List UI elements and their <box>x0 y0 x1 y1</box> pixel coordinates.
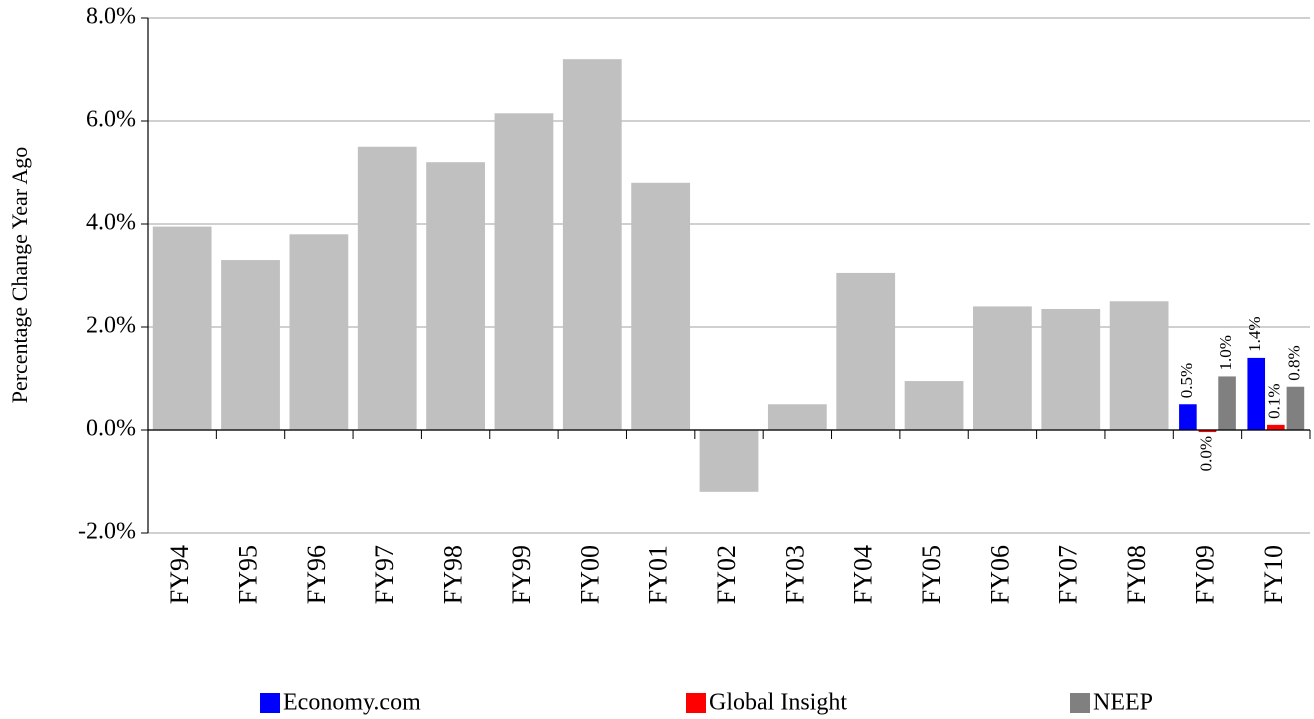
bar <box>562 59 622 430</box>
bar <box>836 272 896 430</box>
bar <box>1247 357 1266 430</box>
legend-swatch <box>1070 693 1090 713</box>
x-tick-label: FY94 <box>165 545 194 604</box>
x-tick-label: FY07 <box>1054 545 1083 604</box>
bar <box>1286 386 1305 430</box>
x-tick-label: FY08 <box>1122 545 1151 604</box>
bar <box>426 162 485 430</box>
bar <box>1041 308 1101 430</box>
x-tick-label: FY01 <box>644 545 673 604</box>
value-label: 0.0% <box>1196 436 1215 471</box>
y-axis-label: Percentage Change Year Ago <box>7 147 32 404</box>
bar <box>152 226 212 430</box>
x-tick-label: FY02 <box>712 545 741 604</box>
bar <box>289 234 349 430</box>
legend-swatch <box>260 693 280 713</box>
value-label: 1.4% <box>1245 316 1264 351</box>
y-tick-label: 6.0% <box>86 107 136 133</box>
bar <box>1179 404 1197 430</box>
y-tick-label: -2.0% <box>78 519 136 545</box>
x-tick-label: FY04 <box>849 545 878 604</box>
value-label: 0.8% <box>1284 345 1303 380</box>
legend-label: NEEP <box>1093 690 1153 716</box>
value-label: 0.5% <box>1177 363 1196 398</box>
y-tick-label: 4.0% <box>86 210 136 236</box>
bar <box>221 260 280 430</box>
x-tick-label: FY03 <box>780 545 809 604</box>
x-tick-label: FY98 <box>439 545 468 604</box>
bar <box>1109 301 1169 430</box>
bar <box>767 404 827 430</box>
bar <box>904 381 964 430</box>
x-tick-label: FY97 <box>370 545 399 604</box>
value-label: 1.0% <box>1216 335 1235 370</box>
bar <box>1218 376 1236 430</box>
x-tick-label: FY95 <box>233 545 262 604</box>
x-tick-label: FY99 <box>507 545 536 604</box>
x-tick-label: FY09 <box>1190 545 1219 604</box>
y-tick-label: 8.0% <box>86 4 136 30</box>
x-tick-label: FY96 <box>302 545 331 604</box>
x-tick-label: FY00 <box>575 545 604 604</box>
bar <box>357 146 417 430</box>
x-tick-label: FY06 <box>985 545 1014 604</box>
x-tick-label: FY05 <box>917 545 946 604</box>
value-label: 0.1% <box>1265 383 1284 418</box>
bar <box>973 306 1032 430</box>
bar <box>1198 430 1217 433</box>
legend-swatch <box>686 693 706 713</box>
y-tick-label: 0.0% <box>86 416 136 442</box>
y-tick-label: 2.0% <box>86 313 136 339</box>
legend-label: Global Insight <box>709 690 847 716</box>
legend-label: Economy.com <box>283 690 421 716</box>
bar <box>494 113 554 431</box>
x-tick-label: FY10 <box>1259 545 1288 604</box>
bar <box>631 182 691 430</box>
bar <box>699 430 759 492</box>
bar <box>1267 424 1285 430</box>
